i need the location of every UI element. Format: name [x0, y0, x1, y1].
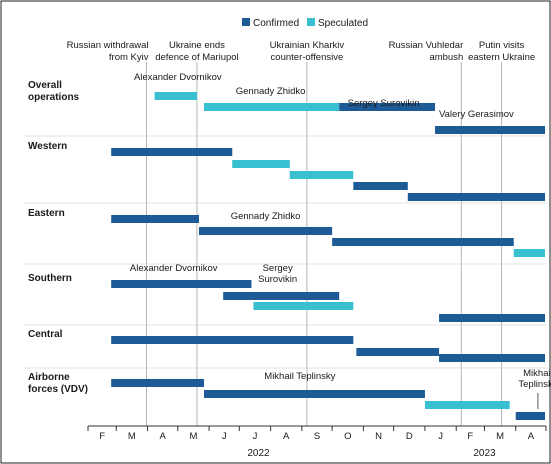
- event-label: from Kyiv: [109, 52, 149, 63]
- row-label: Eastern: [28, 208, 65, 219]
- bar-confirmed: [515, 412, 545, 420]
- commander-annotation: Sergey: [263, 263, 293, 274]
- x-tick-label: M: [496, 431, 504, 442]
- year-label: 2023: [473, 448, 496, 459]
- legend-label-speculated: Speculated: [318, 18, 368, 29]
- bar-confirmed: [223, 292, 340, 300]
- x-tick-label: J: [253, 431, 258, 442]
- commander-annotation: Mikhail: [523, 368, 551, 379]
- legend-label-confirmed: Confirmed: [253, 18, 299, 29]
- bar-confirmed: [439, 354, 545, 362]
- bar-confirmed: [111, 148, 233, 156]
- bar-confirmed: [111, 379, 205, 387]
- bar-speculated: [204, 103, 340, 111]
- row-label: forces (VDV): [28, 384, 88, 395]
- bar-confirmed: [407, 193, 545, 201]
- commander-annotation: Surovikin: [258, 274, 297, 285]
- row-label: Airborne: [28, 372, 70, 383]
- bar-speculated: [289, 171, 354, 179]
- x-tick-label: N: [375, 431, 382, 442]
- bar-confirmed: [332, 238, 514, 246]
- event-label: Russian withdrawal: [67, 40, 149, 51]
- row-label: Overall: [28, 80, 62, 91]
- row-label: operations: [28, 92, 80, 103]
- bar-speculated: [513, 249, 545, 257]
- row-label: Central: [28, 329, 63, 340]
- bar-confirmed: [356, 348, 440, 356]
- bar-confirmed: [111, 280, 252, 288]
- commander-annotation: Alexander Dvornikov: [130, 263, 218, 274]
- event-label: counter-offensive: [271, 52, 344, 63]
- x-tick-label: A: [528, 431, 535, 442]
- x-tick-label: A: [283, 431, 290, 442]
- bar-speculated: [154, 92, 197, 100]
- commander-annotation: Mikhail Teplinsky: [264, 371, 335, 382]
- bar-confirmed: [353, 182, 408, 190]
- bar-confirmed: [439, 314, 545, 322]
- bar-confirmed: [204, 390, 425, 398]
- bar-confirmed: [339, 103, 436, 111]
- x-tick-label: A: [159, 431, 166, 442]
- event-label: Ukraine ends: [169, 40, 225, 51]
- event-label: ambush: [429, 52, 463, 63]
- event-label: Russian Vuhledar: [389, 40, 464, 51]
- x-tick-label: J: [222, 431, 227, 442]
- commander-annotation: Alexander Dvornikov: [134, 72, 222, 83]
- commander-annotation: Sergey Surovikin: [348, 98, 420, 109]
- event-label: Putin visits: [479, 40, 525, 51]
- row-label: Western: [28, 141, 67, 152]
- x-tick-label: F: [467, 431, 473, 442]
- row-label: Southern: [28, 273, 72, 284]
- year-label: 2022: [247, 448, 270, 459]
- bar-speculated: [253, 302, 354, 310]
- bar-confirmed: [435, 126, 545, 134]
- legend-swatch-confirmed: [242, 18, 250, 26]
- x-tick-label: M: [128, 431, 136, 442]
- x-tick-label: M: [189, 431, 197, 442]
- event-label: Ukrainian Kharkiv: [270, 40, 345, 51]
- event-label: eastern Ukraine: [468, 52, 535, 63]
- legend-swatch-speculated: [307, 18, 315, 26]
- x-tick-label: J: [438, 431, 443, 442]
- commander-annotation: Valery Gerasimov: [439, 109, 514, 120]
- bar-speculated: [424, 401, 510, 409]
- x-tick-label: D: [406, 431, 413, 442]
- bar-confirmed: [198, 227, 333, 235]
- commander-annotation: Gennady Zhidko: [236, 86, 306, 97]
- bar-confirmed: [111, 215, 199, 223]
- x-tick-label: S: [314, 431, 320, 442]
- x-tick-label: O: [344, 431, 351, 442]
- commander-annotation: Gennady Zhidko: [231, 211, 301, 222]
- bar-speculated: [232, 160, 290, 168]
- x-tick-label: F: [99, 431, 105, 442]
- bar-confirmed: [111, 336, 354, 344]
- event-label: defence of Mariupol: [155, 52, 238, 63]
- commander-annotation: Teplinsky: [518, 379, 551, 390]
